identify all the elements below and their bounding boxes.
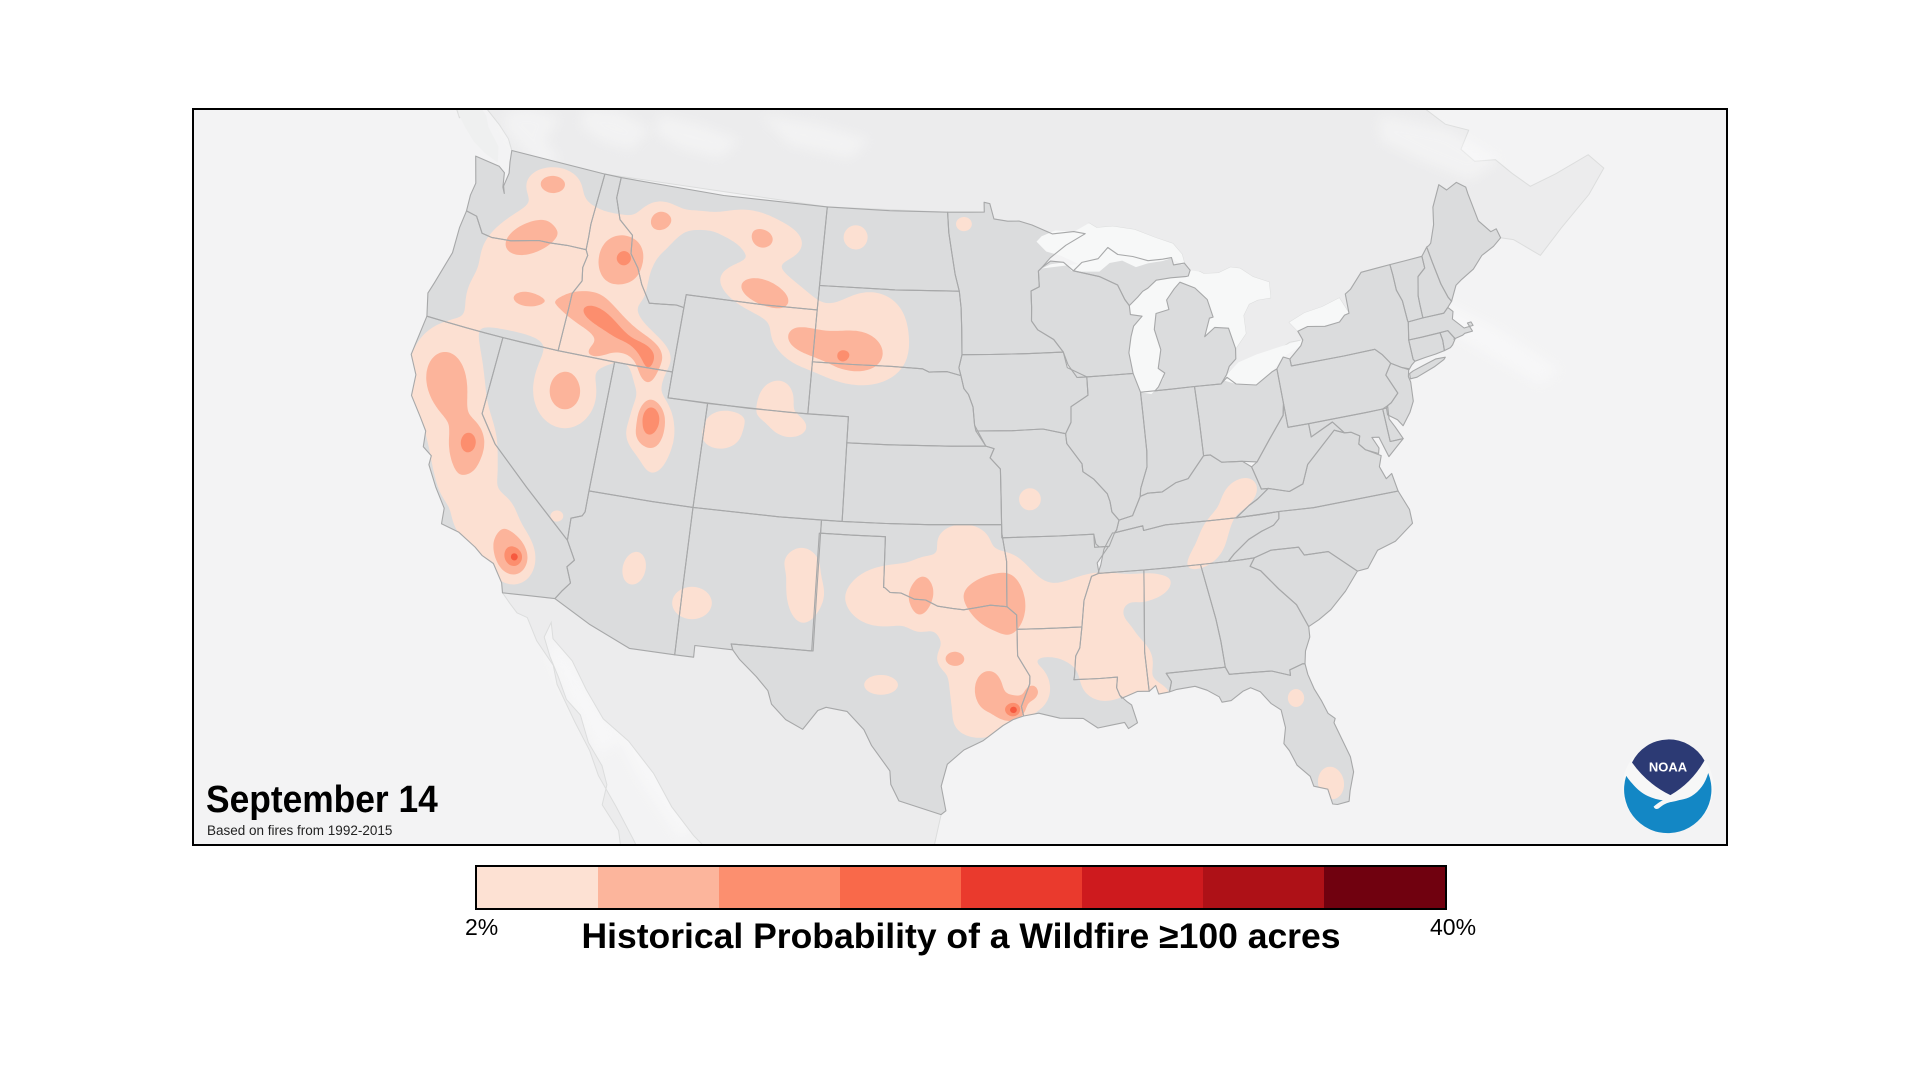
svg-text:NOAA: NOAA [1649,760,1688,775]
